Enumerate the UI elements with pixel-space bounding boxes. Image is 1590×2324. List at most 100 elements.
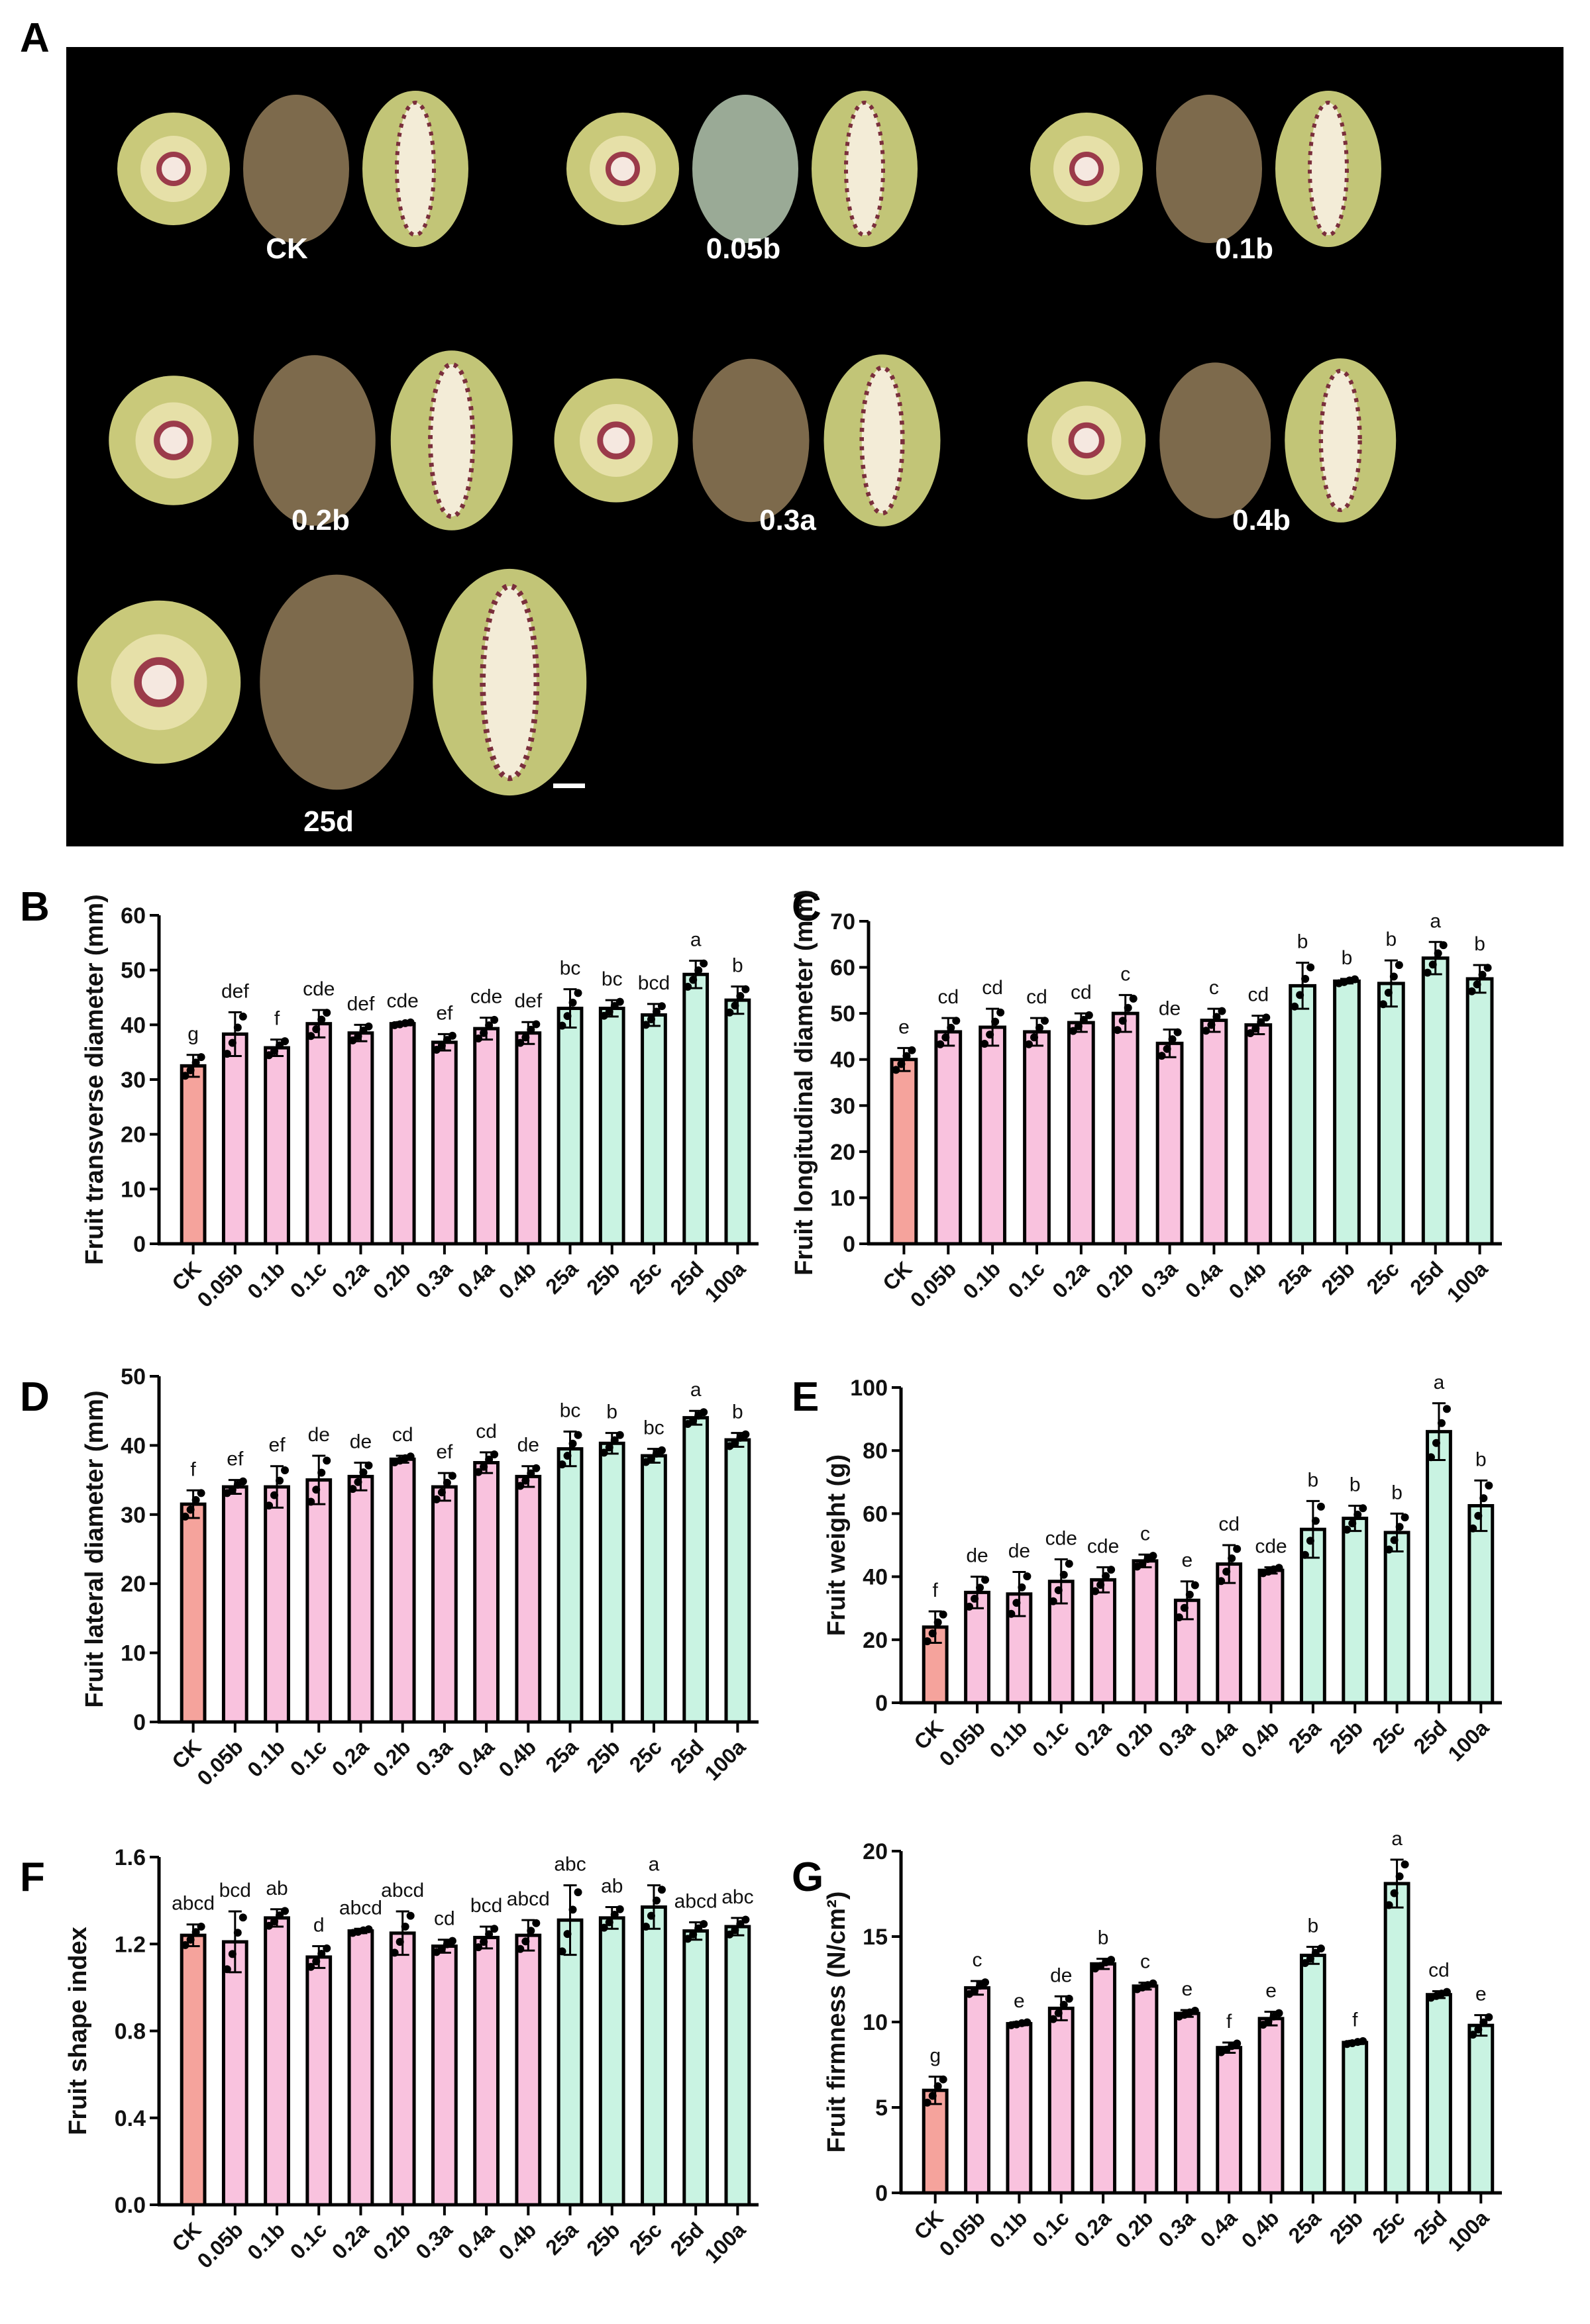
significance-letter: f [190, 1458, 196, 1480]
significance-letter: abcd [381, 1880, 424, 1901]
data-point [689, 1930, 698, 1939]
significance-letter: ab [266, 1878, 288, 1899]
x-tick-label: 0.05b [192, 2217, 247, 2272]
bar-0.2a [1090, 1578, 1117, 1705]
bar-0.3a [431, 1485, 458, 1724]
data-point [1124, 1003, 1132, 1012]
x-tick-label: 0.1c [286, 2217, 331, 2263]
kiwi-photo-panel: CK 0.05b 0.1b 0.2b 0.3a 0.4b 25d [66, 47, 1564, 846]
x-tick-label: 0.2b [1091, 1256, 1138, 1303]
data-point [1390, 1889, 1399, 1897]
bar-0.1b [1006, 2022, 1033, 2195]
significance-letter: bcd [638, 972, 670, 994]
data-point [1423, 968, 1432, 977]
data-point [401, 1923, 409, 1931]
x-tick-label: 0.3a [1153, 1715, 1200, 1762]
data-point [1300, 1550, 1309, 1559]
x-tick-label: 0.2b [1111, 2205, 1158, 2252]
data-point [348, 1485, 357, 1493]
bar-25c [1383, 1531, 1410, 1705]
data-point [928, 2092, 937, 2100]
data-point [406, 1018, 415, 1027]
significance-letter: b [1474, 933, 1485, 955]
y-tick-label: 1.2 [115, 1932, 146, 1957]
y-axis-label: Fruit transverse diameter (mm) [81, 894, 109, 1265]
data-point [684, 1935, 692, 1943]
data-point [186, 1066, 195, 1074]
data-point [1442, 1405, 1451, 1413]
significance-letter: def [347, 993, 375, 1015]
significance-letter: c [973, 1949, 982, 1971]
x-tick-label: 0.1b [242, 1256, 290, 1303]
data-point [532, 1919, 541, 1927]
x-tick-label: 25d [666, 2217, 708, 2260]
bar-100a [1467, 1504, 1495, 1705]
data-point [941, 1033, 950, 1042]
data-point [1469, 1524, 1477, 1533]
significance-letter: a [649, 1854, 660, 1876]
bar-0.05b [934, 1030, 963, 1246]
chart-panel-b: B 0 10 20 30 40 50 60 Fruit transverse diameter … [20, 884, 759, 1312]
bar-25b [1333, 979, 1361, 1246]
x-tick-label: 25a [541, 1735, 582, 1776]
data-point [228, 1486, 237, 1494]
data-point [657, 1002, 666, 1011]
data-point [323, 1944, 331, 1952]
bar-0.05b [964, 1986, 990, 2195]
bar-25d [1426, 1430, 1452, 1705]
data-point [641, 1923, 650, 1931]
data-point [1275, 2009, 1283, 2017]
bar-100a [724, 1925, 751, 2207]
data-point [1306, 963, 1315, 972]
data-point [443, 1478, 451, 1487]
x-tick-label: 25c [625, 1256, 666, 1298]
significance-letter: g [929, 2045, 941, 2067]
bar-25b [1342, 2041, 1369, 2195]
x-tick-label: 0.05b [906, 1256, 961, 1311]
kiwi-core [606, 152, 640, 186]
x-tick-label: 0.3a [411, 1256, 457, 1303]
x-tick-label: 0.05b [935, 1715, 990, 1770]
significance-letter: ab [601, 1875, 623, 1897]
data-point [908, 1046, 916, 1054]
data-point [181, 1941, 189, 1949]
data-point [485, 1455, 494, 1464]
data-point [1173, 1028, 1182, 1036]
bar-0.1c [1023, 1030, 1051, 1246]
data-point [936, 1040, 945, 1048]
significance-letter: cde [386, 990, 418, 1012]
data-point [725, 1008, 734, 1017]
x-tick-label: 25b [582, 2217, 624, 2260]
data-point [1479, 2018, 1488, 2027]
bar-25a [556, 1447, 584, 1724]
data-point [1316, 1502, 1325, 1511]
data-point [1023, 1572, 1032, 1581]
data-point [1395, 1872, 1404, 1881]
bar-0.3a [1155, 1041, 1184, 1246]
data-point [1306, 1954, 1314, 1963]
significance-letter: e [1265, 1980, 1277, 2002]
data-point [902, 1052, 911, 1060]
data-point [694, 1924, 703, 1933]
panel-label-a: A [20, 15, 50, 61]
data-point [359, 1468, 368, 1477]
y-tick-label: 40 [121, 1433, 146, 1458]
photo-label: 0.3a [759, 504, 816, 536]
data-point [741, 1915, 750, 1924]
kiwi-whole-fruit [253, 355, 376, 526]
bar-0.4a [473, 1027, 500, 1246]
data-point [238, 1477, 247, 1486]
significance-letter: abcd [507, 1888, 550, 1910]
data-point [939, 2075, 947, 2084]
data-point [1351, 975, 1359, 984]
bar-0.1b [979, 1025, 1007, 1246]
x-tick-label: 0.2b [368, 2217, 415, 2264]
y-tick-label: 60 [863, 1501, 888, 1527]
data-point [406, 1452, 415, 1461]
data-point [1180, 1603, 1189, 1612]
data-point [996, 1008, 1005, 1017]
data-point [1432, 1439, 1440, 1447]
significance-letter: cde [1045, 1527, 1077, 1549]
kiwi-whole-fruit [1156, 95, 1262, 243]
